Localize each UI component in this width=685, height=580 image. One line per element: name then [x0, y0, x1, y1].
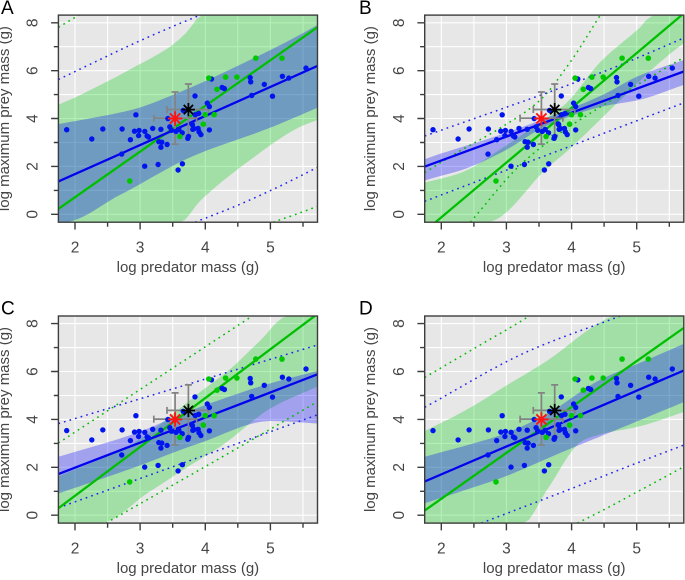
svg-text:4: 4 — [567, 541, 576, 558]
svg-text:4: 4 — [25, 114, 42, 123]
svg-text:8: 8 — [391, 319, 408, 328]
svg-text:2: 2 — [25, 463, 42, 472]
svg-text:3: 3 — [502, 541, 511, 558]
svg-text:log maximum prey mass (g): log maximum prey mass (g) — [362, 327, 379, 512]
svg-text:log maximum prey mass (g): log maximum prey mass (g) — [0, 26, 13, 211]
svg-text:4: 4 — [567, 240, 576, 257]
svg-text:6: 6 — [25, 66, 42, 75]
svg-text:5: 5 — [632, 541, 641, 558]
svg-text:0: 0 — [25, 210, 42, 219]
svg-text:log predator mass (g): log predator mass (g) — [483, 560, 626, 577]
svg-text:2: 2 — [71, 541, 80, 558]
svg-text:6: 6 — [391, 66, 408, 75]
svg-text:6: 6 — [391, 367, 408, 376]
svg-text:6: 6 — [25, 367, 42, 376]
svg-text:8: 8 — [25, 18, 42, 27]
svg-text:8: 8 — [25, 319, 42, 328]
svg-text:D: D — [359, 299, 373, 320]
svg-text:3: 3 — [136, 541, 145, 558]
svg-text:0: 0 — [391, 511, 408, 520]
svg-text:4: 4 — [201, 240, 210, 257]
svg-text:2: 2 — [437, 240, 446, 257]
svg-text:log maximum prey mass (g): log maximum prey mass (g) — [0, 327, 13, 512]
svg-text:2: 2 — [71, 240, 80, 257]
svg-text:2: 2 — [437, 541, 446, 558]
svg-text:2: 2 — [25, 162, 42, 171]
svg-text:2: 2 — [391, 162, 408, 171]
svg-text:4: 4 — [25, 415, 42, 424]
svg-text:B: B — [359, 0, 372, 19]
svg-text:log predator mass (g): log predator mass (g) — [117, 560, 260, 577]
svg-text:log predator mass (g): log predator mass (g) — [483, 259, 626, 276]
svg-text:2: 2 — [391, 463, 408, 472]
svg-text:5: 5 — [632, 240, 641, 257]
svg-text:3: 3 — [136, 240, 145, 257]
svg-text:A: A — [1, 0, 14, 19]
svg-text:0: 0 — [25, 511, 42, 520]
svg-text:4: 4 — [201, 541, 210, 558]
svg-text:0: 0 — [391, 210, 408, 219]
svg-text:4: 4 — [391, 114, 408, 123]
svg-text:5: 5 — [266, 240, 275, 257]
svg-text:4: 4 — [391, 415, 408, 424]
svg-text:3: 3 — [502, 240, 511, 257]
svg-text:log maximum prey mass (g): log maximum prey mass (g) — [362, 26, 379, 211]
svg-text:5: 5 — [266, 541, 275, 558]
svg-text:log predator mass (g): log predator mass (g) — [117, 259, 260, 276]
svg-text:C: C — [1, 299, 15, 320]
svg-text:8: 8 — [391, 18, 408, 27]
